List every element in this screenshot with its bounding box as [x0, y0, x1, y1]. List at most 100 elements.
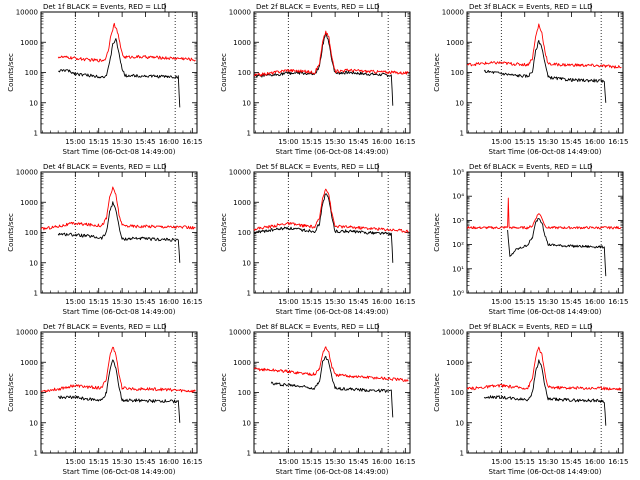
events-series-line — [270, 355, 394, 418]
x-tick-label: 15:15 — [302, 298, 322, 306]
y-tick-label: 1000 — [446, 359, 464, 367]
x-tick-label: 15:30 — [325, 138, 345, 146]
lld-series-line — [253, 188, 409, 233]
y-tick-label: 1 — [34, 130, 38, 138]
x-tick-label: 15:45 — [348, 138, 368, 146]
plot-frame — [466, 331, 624, 454]
x-tick-label: 16:15 — [395, 458, 415, 466]
x-tick-label: 15:15 — [89, 138, 109, 146]
lld-series-line — [40, 186, 196, 231]
corner-bracket-glyph — [590, 323, 597, 333]
corner-bracket-glyph — [590, 163, 597, 173]
x-tick-label: 15:00 — [278, 138, 298, 146]
y-tick-label: 100 — [451, 389, 464, 397]
x-axis-label: Start Time (06-Oct-08 14:49:00) — [276, 148, 389, 156]
y-tick-label: 10000 — [229, 329, 251, 337]
panel-title: Det 6f BLACK = Events, RED = LLD — [469, 163, 592, 171]
x-tick-label: 15:30 — [325, 298, 345, 306]
detector-panel: Det 4f BLACK = Events, RED = LLD 1 10 100 10… — [7, 163, 202, 316]
y-tick-label: 10³ — [452, 217, 464, 225]
x-tick-label: 16:15 — [608, 298, 628, 306]
plot-frame — [40, 331, 198, 454]
corner-bracket-glyph — [377, 163, 384, 173]
corner-bracket-glyph — [164, 163, 171, 173]
y-tick-label: 1 — [247, 130, 251, 138]
plot-frame — [466, 171, 624, 294]
y-tick-label: 10000 — [442, 329, 464, 337]
y-tick-label: 10 — [455, 99, 464, 107]
x-tick-label: 15:00 — [65, 138, 85, 146]
y-tick-label: 10 — [242, 259, 251, 267]
events-series-line — [483, 39, 607, 103]
y-tick-label: 10 — [29, 419, 38, 427]
events-series-line — [483, 359, 607, 426]
x-tick-label: 16:00 — [159, 458, 179, 466]
y-axis-label: Counts/sec — [7, 53, 15, 92]
y-tick-label: 1000 — [20, 359, 38, 367]
x-tick-label: 15:15 — [515, 298, 535, 306]
y-tick-label: 1000 — [233, 199, 251, 207]
y-tick-label: 10000 — [229, 9, 251, 17]
events-series-line — [58, 38, 181, 108]
y-tick-label: 10000 — [442, 9, 464, 17]
detector-panel: Det 9f BLACK = Events, RED = LLD 1 10 100 10… — [433, 323, 628, 476]
plot-frame — [253, 331, 411, 454]
x-tick-label: 16:00 — [585, 298, 605, 306]
y-axis-label: Counts/sec — [220, 373, 228, 412]
x-tick-label: 16:15 — [608, 138, 628, 146]
y-tick-label: 1000 — [233, 359, 251, 367]
y-tick-label: 100 — [25, 389, 38, 397]
y-tick-label: 10 — [29, 99, 38, 107]
y-tick-label: 10 — [455, 419, 464, 427]
x-tick-label: 15:45 — [561, 298, 581, 306]
y-tick-label: 10¹ — [452, 265, 464, 273]
detector-panel: Det 2f BLACK = Events, RED = LLD 1 10 100 10… — [220, 3, 415, 156]
x-axis-label: Start Time (06-Oct-08 14:49:00) — [63, 148, 176, 156]
x-axis-label: Start Time (06-Oct-08 14:49:00) — [276, 468, 389, 476]
y-tick-label: 10000 — [16, 169, 38, 177]
y-axis-label: Counts/sec — [220, 53, 228, 92]
y-tick-label: 1000 — [20, 199, 38, 207]
y-tick-label: 100 — [238, 69, 251, 77]
x-axis-label: Start Time (06-Oct-08 14:49:00) — [63, 308, 176, 316]
x-tick-label: 15:15 — [302, 138, 322, 146]
y-tick-label: 100 — [238, 389, 251, 397]
y-tick-label: 1000 — [446, 39, 464, 47]
y-tick-label: 1000 — [20, 39, 38, 47]
x-axis-label: Start Time (06-Oct-08 14:49:00) — [63, 468, 176, 476]
y-axis-label: Counts/sec — [433, 373, 441, 412]
x-tick-label: 16:00 — [372, 298, 392, 306]
x-tick-label: 15:15 — [302, 458, 322, 466]
x-tick-label: 15:00 — [491, 298, 511, 306]
x-tick-label: 16:15 — [182, 458, 202, 466]
corner-bracket-glyph — [377, 3, 384, 13]
y-tick-label: 10² — [452, 241, 464, 249]
detector-panel: Det 3f BLACK = Events, RED = LLD 1 10 100 10… — [433, 3, 628, 156]
events-series-line — [57, 201, 181, 263]
x-tick-label: 15:45 — [561, 458, 581, 466]
x-tick-label: 16:00 — [159, 138, 179, 146]
y-tick-label: 10000 — [16, 9, 38, 17]
y-axis-label: Counts/sec — [7, 213, 15, 252]
x-tick-label: 15:30 — [112, 458, 132, 466]
lld-series-line — [40, 346, 196, 393]
x-axis-label: Start Time (06-Oct-08 14:49:00) — [489, 148, 602, 156]
y-tick-label: 10⁵ — [452, 169, 464, 177]
lld-series-line — [253, 346, 409, 382]
x-tick-label: 15:00 — [65, 298, 85, 306]
lld-series-line — [466, 23, 622, 69]
x-tick-label: 15:30 — [112, 138, 132, 146]
x-tick-label: 15:15 — [89, 458, 109, 466]
x-tick-label: 16:00 — [372, 138, 392, 146]
x-tick-label: 16:00 — [585, 138, 605, 146]
x-tick-label: 16:15 — [182, 298, 202, 306]
x-tick-label: 15:30 — [538, 138, 558, 146]
y-tick-label: 100 — [25, 69, 38, 77]
x-tick-label: 15:45 — [561, 138, 581, 146]
x-tick-label: 15:30 — [538, 298, 558, 306]
y-tick-label: 10⁴ — [452, 193, 464, 201]
x-tick-label: 15:30 — [325, 458, 345, 466]
corner-bracket-glyph — [164, 3, 171, 13]
y-tick-label: 100 — [25, 229, 38, 237]
detector-panel: Det 6f BLACK = Events, RED = LLD 10⁰ 10¹ 10… — [433, 163, 628, 316]
